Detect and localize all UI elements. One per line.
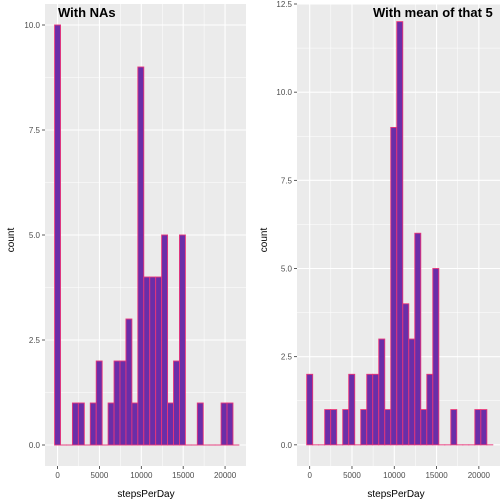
y-tick-label: 7.5	[281, 176, 293, 185]
x-tick-label: 0	[55, 471, 60, 480]
histogram-bar	[420, 409, 428, 446]
histogram-bar	[149, 276, 157, 446]
histogram-bar	[155, 276, 163, 446]
histogram-bar	[432, 268, 440, 446]
histogram-bar	[131, 402, 139, 446]
histogram-bar	[119, 360, 127, 446]
histogram-bar	[173, 360, 180, 446]
histogram-bar	[77, 402, 85, 446]
y-tick-label: 5.0	[29, 231, 41, 240]
x-tick-label: 5000	[343, 471, 361, 480]
y-tick-label: 0.0	[281, 441, 293, 450]
histogram-bar	[330, 409, 338, 446]
x-tick-label: 5000	[91, 471, 109, 480]
chart-2: 0 5000 10000 15000 20000 0.0 2.5 5.0 7.5 10.0 12.5…	[259, 0, 500, 500]
histogram-bar	[480, 409, 488, 446]
histogram-bar	[366, 373, 374, 446]
histogram-bar	[179, 234, 186, 446]
x-tick-label: 10000	[130, 471, 153, 480]
histogram-bar	[89, 402, 97, 446]
histogram-bar	[474, 409, 482, 446]
y-tick-label: 10.0	[276, 88, 292, 97]
y-tick-label: 2.5	[29, 336, 41, 345]
y-tick-label: 2.5	[281, 353, 293, 362]
histogram-bar	[107, 402, 115, 446]
histogram-bar	[324, 409, 332, 446]
histogram-bar	[360, 409, 368, 446]
histogram-bar	[226, 402, 234, 446]
chart-1: 0 5000 10000 15000 20000 0.0 2.5 5.0 7.5 10.0 With…	[6, 4, 246, 500]
histogram-bar	[450, 409, 458, 446]
histogram-bar	[390, 126, 398, 446]
histogram-bar	[378, 338, 386, 446]
histogram-bar	[426, 373, 434, 446]
histogram-bar	[196, 402, 204, 446]
histogram-bar	[342, 409, 350, 446]
y-axis-title: count	[259, 228, 270, 253]
x-axis-title: stepsPerDay	[367, 489, 424, 500]
histogram-bar	[167, 402, 174, 446]
histogram-bar	[54, 24, 61, 446]
x-tick-label: 20000	[468, 471, 491, 480]
histogram-bar	[372, 373, 380, 446]
y-tick-label: 7.5	[29, 126, 41, 135]
y-tick-label: 5.0	[281, 265, 293, 274]
histogram-bar	[137, 66, 145, 446]
histogram-bar	[414, 232, 422, 446]
x-tick-label: 15000	[425, 471, 448, 480]
x-tick-label: 15000	[172, 471, 195, 480]
x-tick-label: 0	[307, 471, 312, 480]
histogram-bar	[95, 360, 103, 446]
y-axis-title: count	[6, 228, 17, 253]
x-axis-title: stepsPerDay	[117, 489, 174, 500]
histogram-bar	[396, 21, 404, 446]
chart-title: With mean of that 5	[373, 5, 493, 20]
histogram-bar	[306, 373, 314, 446]
chart-title: With NAs	[58, 5, 116, 20]
histogram-bar	[348, 373, 356, 446]
histogram-bar	[384, 409, 392, 446]
histogram-bar	[220, 402, 228, 446]
histogram-bar	[125, 318, 133, 446]
histogram-bar	[143, 276, 151, 446]
histogram-bar	[408, 338, 416, 446]
histogram-bar	[402, 303, 410, 446]
x-tick-label: 10000	[383, 471, 406, 480]
histogram-bar	[161, 234, 169, 446]
y-tick-label: 10.0	[24, 21, 40, 30]
histogram-bar	[113, 360, 121, 446]
y-tick-label: 12.5	[276, 0, 292, 9]
histogram-bar	[71, 402, 79, 446]
x-tick-label: 20000	[214, 471, 237, 480]
y-tick-label: 0.0	[29, 441, 41, 450]
